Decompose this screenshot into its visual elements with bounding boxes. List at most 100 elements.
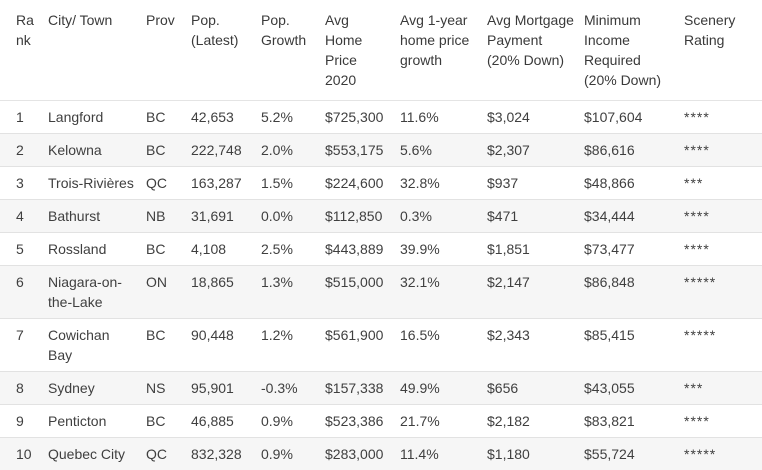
cell-city-town: Quebec City [48, 446, 126, 462]
cell-prov: QC [146, 175, 167, 191]
cell-pop-latest: 832,328 [191, 446, 242, 462]
cell-rank: 6 [16, 274, 24, 290]
table-row: 8 Sydney NS 95,901 -0.3% $157,338 49.9% $656 $43… [0, 371, 762, 405]
cell-city-town: Sydney [48, 380, 95, 396]
cell-rank: 8 [16, 380, 24, 396]
cell-scenery-rating: ***** [684, 446, 717, 462]
cell-pop-growth: 0.9% [261, 446, 293, 462]
cell-scenery-rating: **** [684, 413, 710, 429]
cell-prov: BC [146, 413, 166, 429]
cell-rank: 3 [16, 175, 24, 191]
cell-city-town: Penticton [48, 413, 107, 429]
cell-pop-growth: 0.0% [261, 208, 293, 224]
table-body: 1 Langford BC 42,653 5.2% $725,300 11.6% $3,024… [0, 101, 762, 470]
cell-minimum-income-required-20-down: $48,866 [584, 175, 635, 191]
cell-avg-1-year-home-price-growth: 11.6% [400, 109, 439, 125]
cell-scenery-rating: ***** [684, 274, 717, 290]
cell-rank: 5 [16, 241, 24, 257]
cell-pop-growth: 1.3% [261, 274, 293, 290]
cell-avg-home-price-2020: $515,000 [325, 274, 384, 290]
cell-pop-latest: 42,653 [191, 109, 234, 125]
table-row: 7 Cowichan Bay BC 90,448 1.2% $561,900 16.5% $2… [0, 319, 762, 372]
cell-pop-growth: 2.5% [261, 241, 293, 257]
cell-prov: BC [146, 109, 166, 125]
cell-pop-latest: 90,448 [191, 327, 234, 343]
cell-prov: NB [146, 208, 166, 224]
column-header-pop-growth: Pop. Growth [261, 12, 307, 48]
cell-avg-mortgage-payment-20-down: $937 [487, 175, 519, 191]
column-header-prov: Prov [146, 12, 175, 28]
cell-avg-mortgage-payment-20-down: $2,182 [487, 413, 530, 429]
cell-city-town: Rossland [48, 241, 107, 257]
cell-avg-mortgage-payment-20-down: $1,851 [487, 241, 530, 257]
cell-scenery-rating: *** [684, 380, 704, 396]
cell-pop-growth: 1.2% [261, 327, 293, 343]
cell-pop-growth: 1.5% [261, 175, 293, 191]
cell-avg-mortgage-payment-20-down: $2,343 [487, 327, 530, 343]
cell-rank: 9 [16, 413, 24, 429]
cell-avg-home-price-2020: $523,386 [325, 413, 384, 429]
table-row: 10 Quebec City QC 832,328 0.9% $283,000 11.4% $… [0, 437, 762, 470]
cell-pop-growth: 2.0% [261, 142, 293, 158]
cell-minimum-income-required-20-down: $83,821 [584, 413, 635, 429]
cell-avg-1-year-home-price-growth: 39.9% [400, 241, 440, 257]
cell-avg-home-price-2020: $443,889 [325, 241, 384, 257]
cell-avg-1-year-home-price-growth: 16.5% [400, 327, 440, 343]
cell-rank: 10 [16, 446, 32, 462]
cell-scenery-rating: **** [684, 142, 710, 158]
cell-pop-growth: 0.9% [261, 413, 293, 429]
cell-pop-latest: 222,748 [191, 142, 242, 158]
cell-prov: QC [146, 446, 167, 462]
cell-avg-home-price-2020: $283,000 [325, 446, 384, 462]
cell-rank: 4 [16, 208, 24, 224]
column-header-city-town: City/ Town [48, 12, 113, 28]
cell-rank: 7 [16, 327, 24, 343]
cell-minimum-income-required-20-down: $107,604 [584, 109, 643, 125]
cell-prov: BC [146, 241, 166, 257]
cell-city-town: Kelowna [48, 142, 102, 158]
cell-pop-latest: 163,287 [191, 175, 242, 191]
cell-avg-mortgage-payment-20-down: $471 [487, 208, 519, 224]
cell-avg-home-price-2020: $561,900 [325, 327, 384, 343]
cell-avg-home-price-2020: $112,850 [325, 208, 383, 224]
table-row: 3 Trois-Rivières QC 163,287 1.5% $224,600 32.8… [0, 167, 762, 200]
table-header-row: Rank City/ Town Prov Pop. (Latest) Pop. Grow… [0, 0, 762, 101]
column-header-avg-home-price-2020: Avg Home Price 2020 [325, 12, 363, 88]
cell-minimum-income-required-20-down: $34,444 [584, 208, 635, 224]
table-row: 6 Niagara-on-the-Lake ON 18,865 1.3% $515,000… [0, 265, 762, 319]
cell-city-town: Langford [48, 109, 104, 125]
cell-avg-mortgage-payment-20-down: $1,180 [487, 446, 530, 462]
cell-avg-mortgage-payment-20-down: $2,147 [487, 274, 530, 290]
table-row: 5 Rossland BC 4,108 2.5% $443,889 39.9% $1,851 $… [0, 233, 762, 266]
cell-scenery-rating: ***** [684, 327, 717, 343]
cell-city-town: Niagara-on-the-Lake [48, 274, 122, 310]
cell-minimum-income-required-20-down: $86,848 [584, 274, 635, 290]
cell-avg-home-price-2020: $725,300 [325, 109, 384, 125]
cell-prov: ON [146, 274, 167, 290]
table-row: 4 Bathurst NB 31,691 0.0% $112,850 0.3% $471 $34… [0, 199, 762, 233]
table-row: 9 Penticton BC 46,885 0.9% $523,386 21.7% $2,18… [0, 405, 762, 438]
column-header-scenery-rating: Scenery Rating [684, 12, 736, 48]
cell-avg-1-year-home-price-growth: 5.6% [400, 142, 432, 158]
cell-prov: BC [146, 142, 166, 158]
cell-scenery-rating: **** [684, 241, 710, 257]
table-row: 2 Kelowna BC 222,748 2.0% $553,175 5.6% $2,307 $… [0, 133, 762, 167]
cell-avg-home-price-2020: $224,600 [325, 175, 384, 191]
cell-rank: 1 [16, 109, 24, 125]
cell-minimum-income-required-20-down: $73,477 [584, 241, 635, 257]
cell-avg-mortgage-payment-20-down: $2,307 [487, 142, 530, 158]
cell-pop-latest: 95,901 [191, 380, 234, 396]
cell-minimum-income-required-20-down: $86,616 [584, 142, 635, 158]
cell-pop-latest: 31,691 [191, 208, 234, 224]
column-header-avg-mortgage-payment-20-down: Avg Mortgage Payment (20% Down) [487, 12, 574, 68]
cell-pop-latest: 18,865 [191, 274, 234, 290]
cell-city-town: Bathurst [48, 208, 101, 224]
cell-avg-1-year-home-price-growth: 32.8% [400, 175, 440, 191]
cell-avg-mortgage-payment-20-down: $656 [487, 380, 519, 396]
cell-avg-1-year-home-price-growth: 21.7% [400, 413, 440, 429]
cell-pop-latest: 46,885 [191, 413, 234, 429]
column-header-rank: Rank [16, 12, 34, 48]
cell-city-town: Cowichan Bay [48, 327, 110, 363]
